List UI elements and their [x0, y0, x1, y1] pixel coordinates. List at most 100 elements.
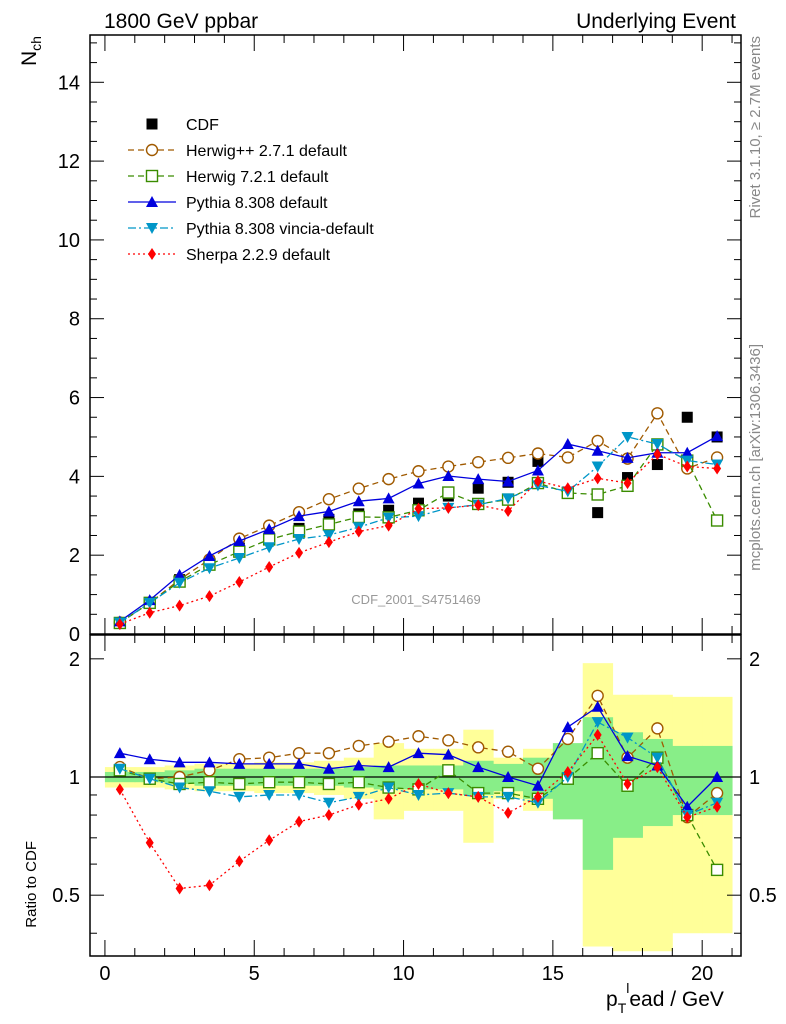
legend-label-pythia-8-308-default: Pythia 8.308 default	[186, 195, 328, 212]
ratio-point-pythia-8-308-vincia-default	[293, 789, 306, 801]
ratio-point-pythia-8-308-default	[711, 771, 724, 783]
ratio-point-sherpa-2-2-9-default	[384, 792, 393, 805]
ratio-plot-area	[90, 689, 741, 895]
data-point-sherpa-2-2-9-default	[354, 525, 363, 538]
data-point-herwig-2-7-1-default	[352, 482, 365, 495]
data-point-herwig-2-7-1-default	[591, 434, 604, 448]
data-point-pythia-8-308-default	[591, 444, 604, 456]
data-point-sherpa-2-2-9-default	[384, 519, 393, 532]
data-point-pythia-8-308-vincia-default	[651, 439, 664, 451]
data-point-herwig-2-7-1-default	[412, 465, 425, 478]
ratio-point-pythia-8-308-default	[293, 757, 306, 769]
data-point-pythia-8-308-default	[382, 492, 395, 504]
main-y-tick-label: 12	[58, 151, 80, 173]
ratio-point-sherpa-2-2-9-default	[115, 783, 124, 796]
series-sherpa-2-2-9-default	[115, 448, 722, 631]
ratio-point-pythia-8-308-vincia-default	[412, 789, 425, 801]
rivet-version-label: Rivet 3.1.10, ≥ 2.7M events	[747, 36, 764, 219]
ratio-point-sherpa-2-2-9-default	[175, 882, 184, 895]
ratio-panel-frame	[89, 634, 742, 957]
ratio-y-tick-label-left: 1	[69, 767, 80, 789]
ratio-y-tick-label-right: 2	[749, 649, 760, 671]
ratio-point-pythia-8-308-default	[472, 761, 485, 773]
main-y-tick-label: 14	[58, 72, 80, 94]
ratio-point-herwig-2-7-1-default	[442, 734, 455, 747]
data-point-sherpa-2-2-9-default	[623, 477, 632, 490]
ratio-point-pythia-8-308-default	[442, 748, 455, 760]
data-point-cdf	[681, 411, 693, 423]
series-line-herwig-2-7-1-default	[119, 412, 718, 624]
data-point-sherpa-2-2-9-default	[265, 561, 274, 574]
data-point-pythia-8-308-default	[531, 464, 544, 476]
ratio-point-herwig-7-2-1-default	[233, 777, 246, 791]
data-point-sherpa-2-2-9-default	[175, 599, 184, 612]
ratio-point-herwig-2-7-1-default	[352, 739, 365, 753]
data-point-sherpa-2-2-9-default	[205, 590, 214, 603]
ratio-y-tick-label-left: 2	[69, 649, 80, 671]
data-point-sherpa-2-2-9-default	[504, 505, 513, 518]
ratio-point-pythia-8-308-default	[352, 759, 365, 771]
data-point-pythia-8-308-vincia-default	[173, 577, 186, 589]
ratio-y-axis-label: Ratio to CDF	[23, 841, 40, 928]
data-point-sherpa-2-2-9-default	[235, 575, 244, 588]
ratio-point-pythia-8-308-default	[621, 750, 634, 762]
data-point-sherpa-2-2-9-default	[295, 546, 304, 559]
legend-entry-pythia-8-308-vincia-default: Pythia 8.308 vincia-default	[128, 221, 374, 238]
ratio-uncertainty-bands	[104, 663, 733, 952]
ratio-point-herwig-2-7-1-default	[591, 689, 604, 703]
ratio-point-sherpa-2-2-9-default	[265, 834, 274, 847]
data-point-cdf	[592, 507, 604, 519]
ratio-point-pythia-8-308-default	[531, 779, 544, 791]
ratio-series-sherpa-2-2-9-default	[115, 728, 722, 895]
ratio-series-pythia-8-308-default	[113, 700, 724, 812]
data-point-sherpa-2-2-9-default	[713, 462, 722, 475]
ratio-point-herwig-7-2-1-default	[203, 776, 216, 789]
ratio-point-sherpa-2-2-9-default	[295, 815, 304, 828]
ratio-point-sherpa-2-2-9-default	[713, 800, 722, 813]
legend-entry-herwig-2-7-1-default: Herwig++ 2.7.1 default	[128, 143, 348, 160]
data-point-pythia-8-308-vincia-default	[412, 511, 425, 523]
header-right-label: Underlying Event	[576, 10, 736, 33]
x-tick-label: 5	[249, 963, 260, 985]
data-point-sherpa-2-2-9-default	[145, 606, 154, 619]
mcplots-label: mcplots.cern.ch [arXiv:1306.3436]	[747, 344, 764, 571]
data-point-herwig-7-2-1-default	[322, 518, 336, 531]
data-point-pythia-8-308-default	[561, 438, 574, 450]
ratio-point-herwig-7-2-1-default	[262, 776, 276, 789]
data-point-pythia-8-308-default	[352, 495, 365, 507]
data-point-pythia-8-308-vincia-default	[621, 431, 634, 443]
ratio-point-sherpa-2-2-9-default	[533, 790, 542, 803]
ratio-point-sherpa-2-2-9-default	[623, 777, 632, 790]
ratio-green-band	[582, 717, 614, 870]
ratio-point-sherpa-2-2-9-default	[235, 855, 244, 868]
legend-marker-pythia-8-308-vincia-default	[146, 223, 158, 234]
main-y-tick-label: 4	[69, 466, 80, 488]
legend-marker-cdf	[146, 118, 158, 130]
ratio-point-sherpa-2-2-9-default	[205, 879, 214, 892]
ratio-point-pythia-8-308-vincia-default	[203, 786, 216, 798]
ratio-point-pythia-8-308-vincia-default	[173, 782, 186, 794]
data-point-pythia-8-308-vincia-default	[293, 534, 306, 546]
ratio-point-pythia-8-308-vincia-default	[621, 732, 634, 744]
data-point-sherpa-2-2-9-default	[115, 618, 124, 631]
data-point-pythia-8-308-default	[502, 475, 515, 487]
ratio-point-sherpa-2-2-9-default	[474, 790, 483, 803]
data-point-herwig-2-7-1-default	[322, 493, 336, 506]
main-axis-ticks: 0 2 4 6 8 10 12 14	[58, 42, 741, 646]
legend-label-herwig-2-7-1-default: Herwig++ 2.7.1 default	[186, 143, 348, 160]
ratio-point-sherpa-2-2-9-default	[444, 787, 453, 800]
x-tick-label: 20	[691, 963, 713, 985]
ratio-point-sherpa-2-2-9-default	[324, 809, 333, 822]
data-point-pythia-8-308-default	[173, 568, 186, 580]
x-axis-label-sup: l	[626, 980, 629, 996]
ratio-point-pythia-8-308-vincia-default	[531, 797, 544, 809]
main-y-axis-label-main: N	[18, 51, 41, 66]
data-point-pythia-8-308-vincia-default	[322, 530, 335, 542]
data-point-pythia-8-308-default	[293, 510, 306, 522]
ratio-point-pythia-8-308-vincia-default	[502, 791, 515, 803]
legend-label-pythia-8-308-vincia-default: Pythia 8.308 vincia-default	[186, 221, 374, 238]
data-point-pythia-8-308-vincia-default	[143, 597, 156, 609]
ratio-point-pythia-8-308-vincia-default	[143, 773, 156, 785]
ratio-point-sherpa-2-2-9-default	[563, 765, 572, 778]
